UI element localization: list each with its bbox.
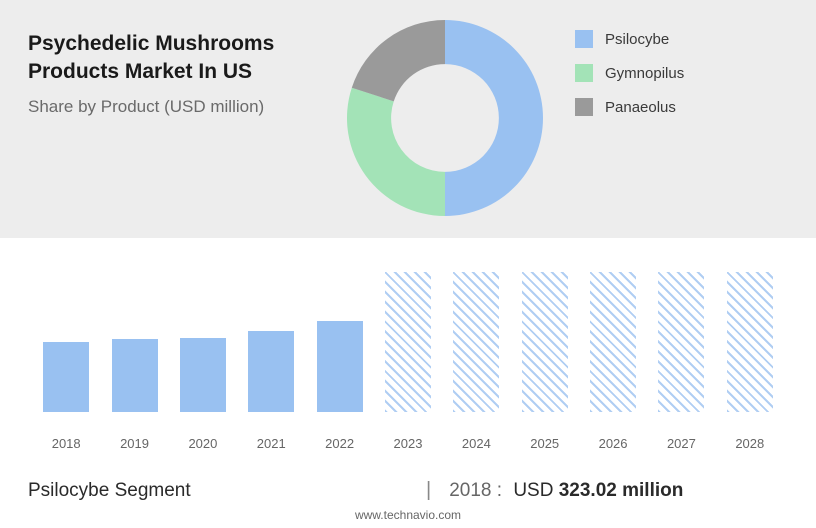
bar-2025 — [522, 272, 568, 412]
bar-2023 — [385, 272, 431, 412]
source-link: www.technavio.com — [0, 508, 816, 522]
legend-item-psilocybe: Psilocybe — [575, 30, 684, 48]
top-panel: Psychedelic Mushrooms Products Market In… — [0, 0, 816, 238]
bar-slot-2025 — [511, 272, 579, 412]
title-line-2: Products Market In US — [28, 60, 252, 83]
value-block: 2018 : USD 323.02 million — [449, 480, 683, 502]
donut-slice-psilocybe — [445, 20, 543, 216]
bar-2028 — [727, 272, 773, 412]
segment-label: Psilocybe Segment — [28, 480, 408, 502]
bar-2022 — [317, 321, 363, 412]
donut-slice-panaeolus — [352, 20, 445, 101]
bar-2026 — [590, 272, 636, 412]
donut-chart — [345, 18, 545, 223]
year-label-2022: 2022 — [305, 436, 373, 451]
bar-slot-2018 — [32, 342, 100, 412]
year-label-2027: 2027 — [647, 436, 715, 451]
bar-slot-2020 — [169, 338, 237, 412]
legend-item-panaeolus: Panaeolus — [575, 98, 684, 116]
legend-label: Psilocybe — [605, 31, 669, 48]
legend-label: Panaeolus — [605, 99, 676, 116]
legend-swatch — [575, 30, 593, 48]
footer-amount: 323.02 million — [559, 480, 684, 501]
bar-slot-2026 — [579, 272, 647, 412]
year-label-2020: 2020 — [169, 436, 237, 451]
bar-slot-2027 — [647, 272, 715, 412]
legend-label: Gymnopilus — [605, 65, 684, 82]
bar-2021 — [248, 331, 294, 412]
donut-slice-gymnopilus — [347, 88, 445, 216]
bar-2018 — [43, 342, 89, 412]
year-label-2018: 2018 — [32, 436, 100, 451]
bar-slot-2023 — [374, 272, 442, 412]
title-block: Psychedelic Mushrooms Products Market In… — [0, 0, 320, 238]
legend-item-gymnopilus: Gymnopilus — [575, 64, 684, 82]
legend: Psilocybe Gymnopilus Panaeolus — [575, 30, 684, 132]
bar-chart-section: 2018201920202021202220232024202520262027… — [0, 238, 816, 451]
legend-swatch — [575, 64, 593, 82]
year-label-2019: 2019 — [100, 436, 168, 451]
bar-2019 — [112, 339, 158, 412]
bar-2024 — [453, 272, 499, 412]
bar-2020 — [180, 338, 226, 412]
year-label-2025: 2025 — [511, 436, 579, 451]
bar-chart — [28, 272, 788, 422]
bar-slot-2022 — [305, 321, 373, 412]
year-label-2023: 2023 — [374, 436, 442, 451]
bar-2027 — [658, 272, 704, 412]
legend-swatch — [575, 98, 593, 116]
footer-year: 2018 : — [449, 480, 502, 501]
chart-subtitle: Share by Product (USD million) — [28, 97, 320, 117]
bar-slot-2024 — [442, 272, 510, 412]
chart-title: Psychedelic Mushrooms Products Market In… — [28, 30, 320, 87]
footer-row: Psilocybe Segment | 2018 : USD 323.02 mi… — [0, 451, 816, 502]
x-axis-labels: 2018201920202021202220232024202520262027… — [28, 422, 788, 451]
year-label-2028: 2028 — [716, 436, 784, 451]
bar-slot-2028 — [716, 272, 784, 412]
title-line-1: Psychedelic Mushrooms — [28, 32, 274, 55]
bar-slot-2019 — [100, 339, 168, 412]
year-label-2026: 2026 — [579, 436, 647, 451]
bar-slot-2021 — [237, 331, 305, 412]
year-label-2021: 2021 — [237, 436, 305, 451]
year-label-2024: 2024 — [442, 436, 510, 451]
footer-currency: USD — [513, 480, 553, 501]
footer-divider: | — [426, 479, 431, 502]
